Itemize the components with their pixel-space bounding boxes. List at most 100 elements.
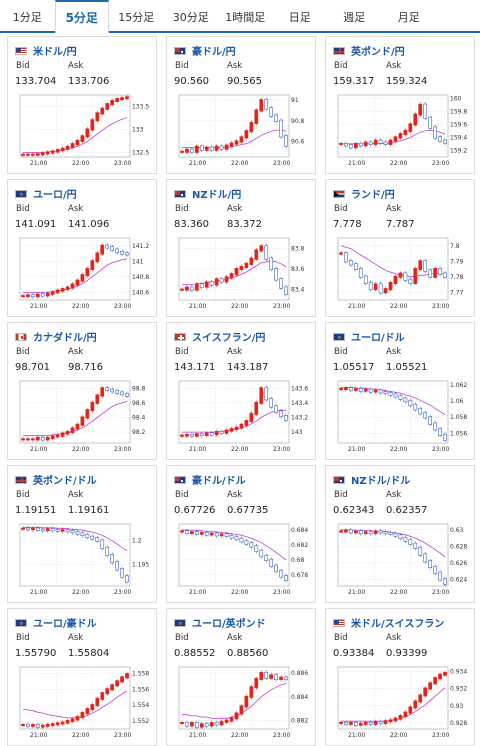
- candle-body: [190, 286, 194, 291]
- currency-pair-link[interactable]: ユーロ/英ポンド: [192, 619, 266, 630]
- tab-3[interactable]: 30分足: [172, 10, 209, 24]
- candle-body: [36, 153, 40, 156]
- candle-body: [45, 151, 50, 155]
- bid-price: 0.67726: [174, 505, 216, 516]
- card-header: 豪ドル/ドル: [174, 472, 246, 487]
- candle-body: [264, 245, 269, 260]
- uk-flag-icon: [333, 46, 345, 55]
- candle-body: [75, 531, 80, 535]
- currency-pair-link[interactable]: 米ドル/円: [33, 47, 77, 58]
- candle-body: [229, 273, 234, 279]
- candle-body: [378, 530, 383, 534]
- candle-body: [239, 265, 244, 270]
- currency-card[interactable]: ユーロ/ドル Bid Ask 1.05517 1.05521 1.062 1.06 1.058…: [325, 322, 475, 460]
- x-tick-label: 21:00: [189, 160, 206, 167]
- tab-2[interactable]: 15分足: [118, 10, 155, 24]
- ask-label: Ask: [68, 347, 84, 357]
- candle-body: [60, 432, 65, 437]
- currency-card[interactable]: ユーロ/豪ドル Bid Ask 1.55790 1.55804 1.558 1.556 1.5…: [7, 608, 157, 746]
- candle-body: [75, 716, 80, 721]
- tab-5[interactable]: 日足: [288, 10, 311, 24]
- candle-body: [418, 103, 423, 116]
- x-tick-label: 21:00: [30, 732, 47, 739]
- currency-card[interactable]: ユーロ/英ポンド Bid Ask 0.88552 0.88560 0.886 0.884 0.…: [166, 608, 316, 746]
- candle-body: [383, 720, 388, 724]
- y-tick-label: 7.8: [450, 243, 460, 250]
- currency-pair-link[interactable]: NZドル/円: [192, 190, 242, 201]
- currency-pair-link[interactable]: スイスフラン/円: [192, 333, 266, 344]
- tab-7[interactable]: 月足: [397, 10, 420, 24]
- currency-card[interactable]: ランド/円 Bid Ask 7.778 7.787 7.8 7.79 7.78 7.77 21:0…: [325, 179, 475, 317]
- candle-body: [224, 719, 229, 723]
- x-tick-label: 23:00: [432, 589, 449, 596]
- currency-card[interactable]: NZドル/ドル Bid Ask 0.62343 0.62357 0.63 0.628 0.62…: [325, 465, 475, 603]
- currency-card[interactable]: スイスフラン/円 Bid Ask 143.171 143.187 143.6 143.4 14…: [166, 322, 316, 460]
- x-tick-label: 21:00: [30, 160, 47, 167]
- currency-card[interactable]: カナダドル/円 Bid Ask 98.701 98.716 98.8 98.6 98.4 98.…: [7, 322, 157, 460]
- candle-body: [60, 288, 65, 292]
- currency-card[interactable]: 豪ドル/円 Bid Ask 90.560 90.565 91 90.8 90.6 21:00 22…: [166, 36, 316, 174]
- currency-pair-link[interactable]: 英ポンド/円: [351, 47, 405, 58]
- price-chart: 7.8 7.79 7.78 7.77 21:00 22:00 23:00: [337, 237, 464, 310]
- tab-1[interactable]: 5分足: [54, 0, 109, 33]
- currency-pair-link[interactable]: カナダドル/円: [33, 333, 97, 344]
- bid-label: Bid: [175, 633, 189, 643]
- currency-pair-link[interactable]: ユーロ/円: [33, 190, 77, 201]
- currency-pair-link[interactable]: ユーロ/豪ドル: [33, 619, 97, 630]
- x-tick-label: 23:00: [432, 446, 449, 453]
- currency-pair-link[interactable]: 豪ドル/ドル: [192, 476, 246, 487]
- currency-card[interactable]: ユーロ/円 Bid Ask 141.091 141.096 141.2 141 140.8 14…: [7, 179, 157, 317]
- currency-pair-link[interactable]: ユーロ/ドル: [351, 333, 405, 344]
- candle-body: [354, 142, 358, 149]
- candle-body: [90, 260, 95, 270]
- candle-body: [433, 422, 437, 431]
- candle-body: [224, 144, 229, 150]
- currency-card[interactable]: 米ドル/円 Bid Ask 133.704 133.706 133.5 133 132.5 21…: [7, 36, 157, 174]
- candle-body: [274, 674, 278, 680]
- currency-pair-link[interactable]: 豪ドル/円: [192, 47, 236, 58]
- candle-body: [423, 260, 428, 272]
- currency-card[interactable]: NZドル/円 Bid Ask 83.360 83.372 83.8 83.6 83.4 21:0…: [166, 179, 316, 317]
- ask-price: 141.096: [68, 219, 110, 230]
- currency-pair-link[interactable]: ランド/円: [351, 190, 395, 201]
- candle-body: [403, 537, 408, 542]
- candle-body: [239, 705, 244, 715]
- candle-body: [105, 244, 110, 249]
- moving-average-line: [23, 117, 128, 153]
- candle-body: [70, 283, 75, 289]
- candle-body: [264, 99, 269, 110]
- candle-body: [368, 281, 373, 291]
- candle-body: [413, 268, 418, 284]
- x-tick-label: 21:00: [348, 589, 365, 596]
- candle-body: [105, 103, 110, 110]
- currency-card[interactable]: 英ポンド/円 Bid Ask 159.317 159.324 160 159.8 159.6 1…: [325, 36, 475, 174]
- candle-body: [418, 694, 423, 703]
- tab-4[interactable]: 1時間足: [225, 10, 266, 24]
- currency-card[interactable]: 米ドル/スイスフラン Bid Ask 0.93384 0.93399 0.934 0.932…: [325, 608, 475, 746]
- candle-body: [180, 434, 184, 437]
- candle-body: [398, 715, 403, 720]
- candle-body: [408, 278, 413, 284]
- candle-body: [50, 435, 55, 439]
- currency-card[interactable]: 英ポンド/ドル Bid Ask 1.19151 1.19161 1.2 1.195 21:00…: [7, 465, 157, 603]
- currency-pair-link[interactable]: NZドル/ドル: [351, 476, 411, 487]
- bid-price: 1.05517: [333, 362, 375, 373]
- currency-pair-link[interactable]: 米ドル/スイスフラン: [351, 619, 445, 630]
- currency-card[interactable]: 豪ドル/ドル Bid Ask 0.67726 0.67735 0.684 0.682 0.68…: [166, 465, 316, 603]
- candle-body: [418, 408, 423, 415]
- tab-0[interactable]: 1分足: [12, 10, 42, 24]
- candle-body: [378, 389, 383, 394]
- candle-body: [244, 130, 249, 139]
- candle-body: [125, 96, 129, 100]
- candle-body: [50, 150, 55, 154]
- candle-body: [204, 146, 209, 151]
- y-tick-label: 133: [132, 126, 144, 133]
- candle-body: [185, 530, 189, 534]
- candle-body: [55, 434, 60, 438]
- card-header: スイスフラン/円: [174, 329, 265, 344]
- candle-body: [418, 546, 423, 556]
- tab-6[interactable]: 週足: [343, 10, 366, 24]
- candle-body: [36, 724, 40, 728]
- x-tick-label: 23:00: [114, 732, 131, 739]
- currency-pair-link[interactable]: 英ポンド/ドル: [33, 476, 97, 487]
